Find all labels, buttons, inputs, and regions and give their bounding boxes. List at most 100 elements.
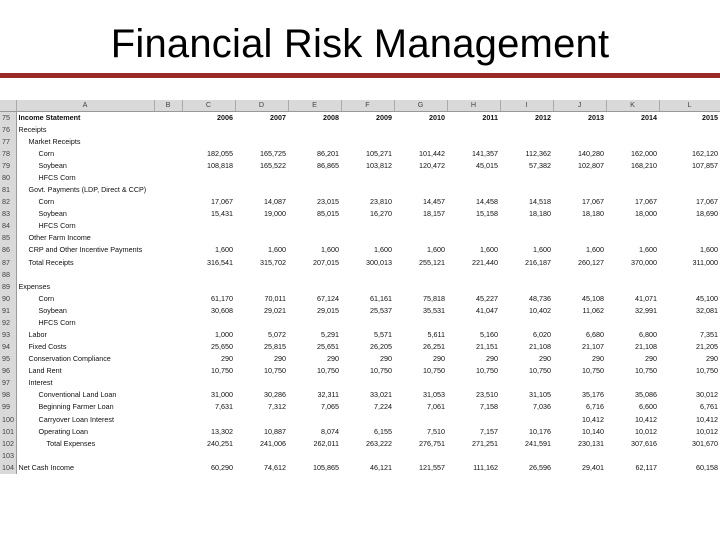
row-number[interactable]: 85 [0, 232, 17, 245]
cell[interactable] [288, 281, 341, 293]
cell[interactable]: 23,510 [476, 390, 498, 400]
row-label[interactable]: Market Receipts [28, 136, 81, 146]
cell[interactable]: 25,537 [370, 305, 392, 315]
cell[interactable] [394, 269, 447, 281]
cell[interactable] [235, 377, 288, 389]
cell[interactable] [341, 232, 394, 244]
cell[interactable]: 6,020 [533, 330, 551, 339]
cell[interactable]: 1,600 [268, 245, 286, 255]
cell[interactable] [659, 124, 720, 136]
cell[interactable]: 290 [645, 354, 657, 364]
cell[interactable]: 255,121 [419, 257, 445, 267]
row-label[interactable]: Total Expenses [46, 438, 96, 448]
cell[interactable] [154, 414, 182, 426]
cell[interactable]: 19,000 [264, 209, 286, 219]
cell[interactable]: 62,117 [635, 462, 657, 472]
cell[interactable]: 32,991 [635, 305, 657, 315]
cell[interactable]: 18,157 [423, 209, 445, 219]
cell[interactable] [394, 377, 447, 389]
cell[interactable]: 108,818 [207, 160, 233, 170]
cell[interactable] [182, 377, 235, 389]
cell[interactable]: 17,067 [211, 197, 233, 207]
cell[interactable]: 74,612 [264, 462, 286, 472]
row-label[interactable]: Corn [38, 148, 55, 158]
cell[interactable] [288, 232, 341, 244]
cell[interactable] [154, 232, 182, 244]
cell[interactable]: 162,120 [692, 148, 718, 158]
cell[interactable]: 111,162 [473, 462, 498, 472]
cell[interactable]: 14,087 [264, 197, 286, 207]
cell[interactable]: 2014 [641, 112, 657, 122]
cell[interactable] [182, 184, 235, 196]
cell[interactable]: 25,650 [211, 342, 233, 352]
row-label[interactable]: Other Farm Income [28, 233, 91, 243]
cell[interactable]: 168,210 [631, 160, 657, 170]
cell[interactable]: 10,412 [582, 414, 604, 424]
cell[interactable]: 1,600 [321, 245, 339, 255]
cell[interactable]: 16,270 [370, 209, 392, 219]
cell[interactable]: 221,440 [472, 257, 498, 267]
cell[interactable]: 48,736 [529, 293, 551, 303]
cell[interactable]: 2009 [376, 112, 392, 122]
cell[interactable] [154, 341, 182, 353]
cell[interactable] [659, 269, 720, 281]
cell[interactable]: 25,651 [317, 342, 339, 352]
cell[interactable]: 370,000 [631, 257, 657, 267]
cell[interactable]: 2007 [270, 112, 286, 122]
cell[interactable]: 23,015 [317, 197, 339, 207]
cell[interactable]: 2006 [217, 112, 233, 122]
cell[interactable]: 75,818 [423, 293, 445, 303]
cell[interactable] [154, 160, 182, 172]
cell[interactable]: 30,608 [211, 305, 233, 315]
cell[interactable] [341, 136, 394, 148]
cell[interactable]: 60,158 [696, 462, 718, 472]
cell[interactable]: 121,557 [419, 462, 445, 472]
cell[interactable] [500, 172, 553, 184]
cell[interactable] [235, 281, 288, 293]
cell[interactable] [154, 401, 182, 413]
cell[interactable]: 10,412 [696, 414, 718, 424]
row-number[interactable]: 95 [0, 353, 17, 366]
cell[interactable]: 5,291 [321, 330, 339, 339]
cell[interactable] [288, 184, 341, 196]
cell[interactable] [154, 269, 182, 281]
cell[interactable]: 162,000 [631, 148, 657, 158]
row-number[interactable]: 81 [0, 184, 17, 197]
cell[interactable]: 29,015 [317, 305, 339, 315]
cell[interactable]: 8,074 [321, 426, 339, 436]
cell[interactable]: 311,000 [692, 257, 718, 267]
cell[interactable] [154, 172, 182, 184]
cell[interactable] [154, 293, 182, 305]
cell[interactable]: 290 [433, 354, 445, 364]
cell[interactable] [606, 269, 659, 281]
cell[interactable] [447, 414, 500, 426]
cell[interactable]: 14,458 [476, 197, 498, 207]
cell[interactable]: 276,751 [419, 438, 445, 448]
cell[interactable]: 61,161 [370, 293, 392, 303]
cell[interactable]: 6,800 [639, 330, 657, 339]
cell[interactable]: 7,157 [480, 426, 498, 436]
cell[interactable]: 107,857 [692, 160, 718, 170]
column-header-d[interactable]: D [235, 100, 289, 112]
cell[interactable]: 207,015 [313, 257, 339, 267]
cell[interactable] [182, 220, 235, 232]
cell[interactable]: 241,006 [260, 438, 286, 448]
cell[interactable] [447, 220, 500, 232]
row-label[interactable]: HFCS Corn [38, 317, 76, 327]
column-header-g[interactable]: G [394, 100, 448, 112]
cell[interactable]: 290 [380, 354, 392, 364]
cell[interactable] [154, 305, 182, 317]
row-number[interactable]: 93 [0, 328, 17, 342]
row-label[interactable]: Net Cash Income [18, 462, 75, 472]
cell[interactable]: 45,227 [476, 293, 498, 303]
row-label[interactable]: Total Receipts [28, 257, 74, 267]
cell[interactable] [341, 220, 394, 232]
cell[interactable] [659, 281, 720, 293]
cell[interactable]: 1,600 [700, 245, 718, 255]
cell[interactable] [659, 232, 720, 244]
cell[interactable] [500, 124, 553, 136]
row-label[interactable]: Income Statement [18, 112, 81, 122]
row-label[interactable]: Soybean [38, 305, 67, 315]
cell[interactable] [154, 426, 182, 438]
cell[interactable]: 10,402 [529, 305, 551, 315]
